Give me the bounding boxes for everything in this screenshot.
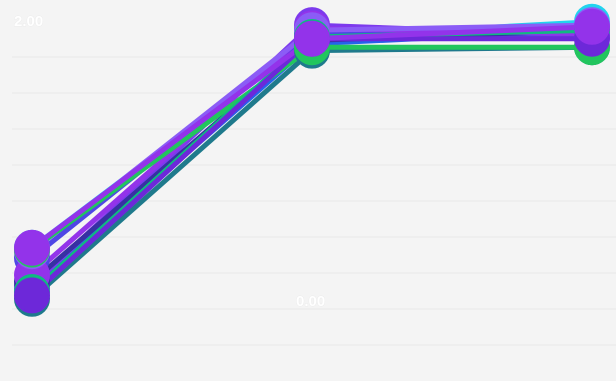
annotation-label-0: 2.00: [14, 13, 43, 30]
series-line-1: [29, 27, 595, 292]
series-line-9: [29, 27, 595, 295]
series-points: [14, 3, 610, 317]
series-10-point-0: [14, 277, 50, 314]
annotation-labels: 2.00 0.00: [14, 13, 326, 311]
annotation-label-1: 0.00: [296, 293, 325, 310]
series-11-point-2: [574, 8, 610, 45]
series-line-10: [29, 36, 595, 298]
series-line-0: [29, 44, 595, 302]
series-11-point-0: [14, 229, 50, 266]
series-11-point-1: [294, 20, 330, 57]
